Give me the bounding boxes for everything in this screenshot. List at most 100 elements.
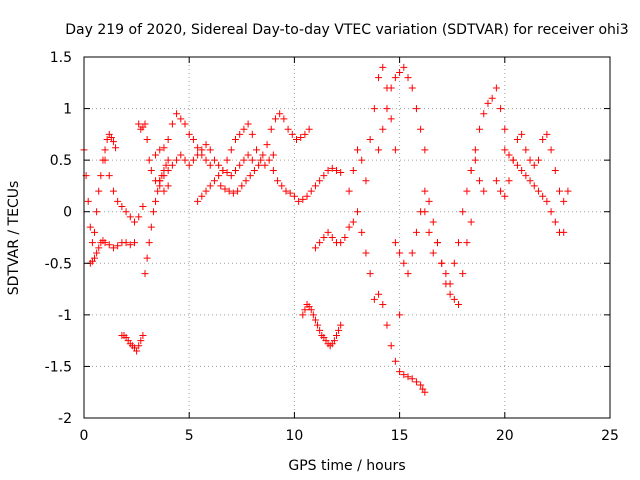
data-point (297, 133, 305, 141)
data-point (160, 144, 168, 152)
data-point (530, 161, 538, 169)
data-point (122, 239, 130, 247)
data-point (219, 166, 227, 174)
data-point (164, 136, 172, 144)
data-point (429, 249, 437, 257)
data-point (396, 68, 404, 76)
data-point (194, 151, 202, 159)
data-point (349, 166, 357, 174)
data-point (309, 311, 317, 319)
data-point (164, 182, 172, 190)
data-point (223, 156, 231, 164)
x-tick-label: 25 (601, 428, 619, 444)
y-axis-label: SDTVAR / TECUs (6, 181, 22, 296)
grid (84, 57, 610, 418)
y-tick-label: 0.5 (50, 153, 72, 169)
x-tick-label: 5 (185, 428, 194, 444)
data-point (455, 239, 463, 247)
data-point (274, 177, 282, 185)
data-point (143, 254, 151, 262)
data-point (269, 166, 277, 174)
data-point (328, 234, 336, 241)
series-track-u (492, 130, 572, 205)
data-point (480, 187, 488, 195)
data-point (307, 306, 315, 314)
data-point (88, 239, 96, 247)
data-point (135, 342, 143, 350)
x-tick-label: 0 (80, 428, 89, 444)
data-point (412, 378, 420, 386)
data-point (337, 239, 345, 247)
data-point (358, 156, 366, 164)
data-point (301, 130, 309, 138)
data-point (130, 218, 138, 226)
data-point (543, 130, 551, 138)
data-point (450, 295, 458, 303)
data-point (501, 192, 509, 200)
data-point (248, 156, 256, 164)
data-point (114, 242, 122, 250)
data-point (141, 270, 149, 278)
data-point (383, 105, 391, 113)
data-point (455, 301, 463, 309)
y-tick-label: 1 (63, 102, 72, 118)
data-point (412, 105, 420, 113)
data-point (497, 105, 505, 113)
y-tick-label: -1.5 (45, 359, 72, 375)
data-point (314, 321, 322, 329)
data-point (467, 218, 475, 226)
y-tick-label: -2 (58, 411, 72, 427)
data-point (408, 375, 416, 383)
data-point (362, 249, 370, 257)
data-point (408, 84, 416, 92)
data-point (231, 166, 239, 174)
series-track-q (396, 368, 429, 396)
series-track-n (345, 63, 399, 195)
data-point (206, 161, 214, 169)
data-point (375, 146, 383, 154)
data-point (189, 136, 197, 144)
data-point (311, 182, 319, 190)
x-tick-label: 20 (496, 428, 514, 444)
data-point (387, 84, 395, 92)
data-point (133, 347, 141, 355)
data-point (118, 203, 126, 211)
data-point (526, 156, 534, 164)
data-point (526, 177, 534, 185)
data-point (95, 244, 103, 252)
data-point (91, 228, 99, 236)
data-point (135, 120, 143, 128)
data-point (278, 182, 286, 190)
data-point (198, 146, 206, 154)
data-point (154, 187, 162, 195)
series-track-p (375, 63, 429, 154)
data-point (345, 223, 353, 231)
data-point (112, 144, 120, 152)
data-point (238, 182, 246, 190)
data-point (139, 203, 147, 211)
data-point (152, 151, 160, 159)
data-point (139, 331, 147, 339)
data-point (240, 156, 248, 164)
data-point (206, 182, 214, 190)
data-point (181, 156, 189, 164)
data-point (417, 125, 425, 133)
data-point (442, 270, 450, 278)
data-point (248, 130, 256, 138)
data-point (263, 141, 271, 149)
data-point (316, 177, 324, 185)
data-point (379, 63, 387, 71)
data-point (551, 166, 559, 174)
data-point (135, 213, 143, 221)
y-tick-labels: -2 -1.5 -1 -0.5 0 0.5 1 1.5 (45, 50, 72, 427)
data-point (261, 161, 269, 169)
data-point (505, 151, 513, 159)
data-point (492, 84, 500, 92)
data-point (505, 177, 513, 185)
data-point (391, 146, 399, 154)
data-point (303, 192, 311, 200)
data-point (450, 259, 458, 267)
data-point (345, 187, 353, 195)
data-point (391, 74, 399, 82)
data-point (299, 311, 307, 319)
